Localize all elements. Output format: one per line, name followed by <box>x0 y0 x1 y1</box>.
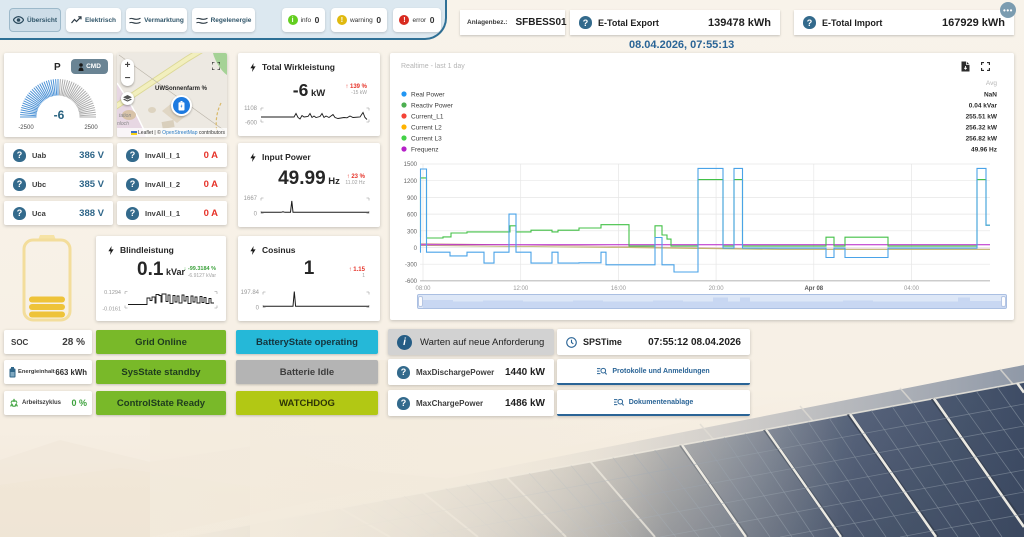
svg-text:Current L2: Current L2 <box>411 125 442 132</box>
svg-text:Avg: Avg <box>986 80 997 87</box>
svg-text:16:00: 16:00 <box>611 286 627 292</box>
svg-text:20:00: 20:00 <box>709 286 725 292</box>
svg-text:0: 0 <box>414 246 418 252</box>
svg-text:12:00: 12:00 <box>513 286 529 292</box>
svg-text:0.1294: 0.1294 <box>104 290 121 296</box>
svg-text:300: 300 <box>407 230 418 236</box>
svg-text:Frequenz: Frequenz <box>411 147 438 154</box>
svg-text:197.84: 197.84 <box>241 290 260 296</box>
svg-text:Real Power: Real Power <box>411 92 445 99</box>
svg-text:Apr 08: Apr 08 <box>804 286 823 292</box>
svg-text:256.32 kW: 256.32 kW <box>966 125 998 132</box>
svg-text:-6: -6 <box>54 108 65 122</box>
svg-text:900: 900 <box>407 196 418 202</box>
svg-text:Current_L1: Current_L1 <box>411 114 444 121</box>
svg-text:04:00: 04:00 <box>904 286 920 292</box>
svg-text:08:00: 08:00 <box>415 286 431 292</box>
svg-text:0.04 kVar: 0.04 kVar <box>969 103 998 110</box>
svg-text:-300: -300 <box>405 263 418 269</box>
svg-text:49.96 Hz: 49.96 Hz <box>971 147 998 154</box>
svg-text:2500: 2500 <box>84 125 98 131</box>
svg-text:nloch: nloch <box>117 121 129 127</box>
svg-text:1667: 1667 <box>244 196 258 202</box>
svg-text:-600: -600 <box>245 121 258 127</box>
svg-text:UWSonnenfarm %: UWSonnenfarm % <box>155 86 208 92</box>
svg-text:-0.0161: -0.0161 <box>102 307 121 313</box>
svg-text:0: 0 <box>254 212 258 218</box>
svg-text:Reactiv Power: Reactiv Power <box>411 103 454 110</box>
svg-text:tation: tation <box>119 113 131 119</box>
svg-text:600: 600 <box>407 213 418 219</box>
svg-text:-600: -600 <box>405 279 418 285</box>
svg-text:1500: 1500 <box>404 162 418 168</box>
svg-text:Current L3: Current L3 <box>411 136 442 143</box>
svg-text:1108: 1108 <box>244 106 258 112</box>
svg-text:-2500: -2500 <box>18 125 34 131</box>
svg-text:NaN: NaN <box>984 92 997 99</box>
svg-text:1200: 1200 <box>404 179 418 185</box>
svg-text:255.51 kW: 255.51 kW <box>966 114 998 121</box>
svg-text:256.82 kW: 256.82 kW <box>966 136 998 143</box>
svg-text:0: 0 <box>256 306 260 312</box>
